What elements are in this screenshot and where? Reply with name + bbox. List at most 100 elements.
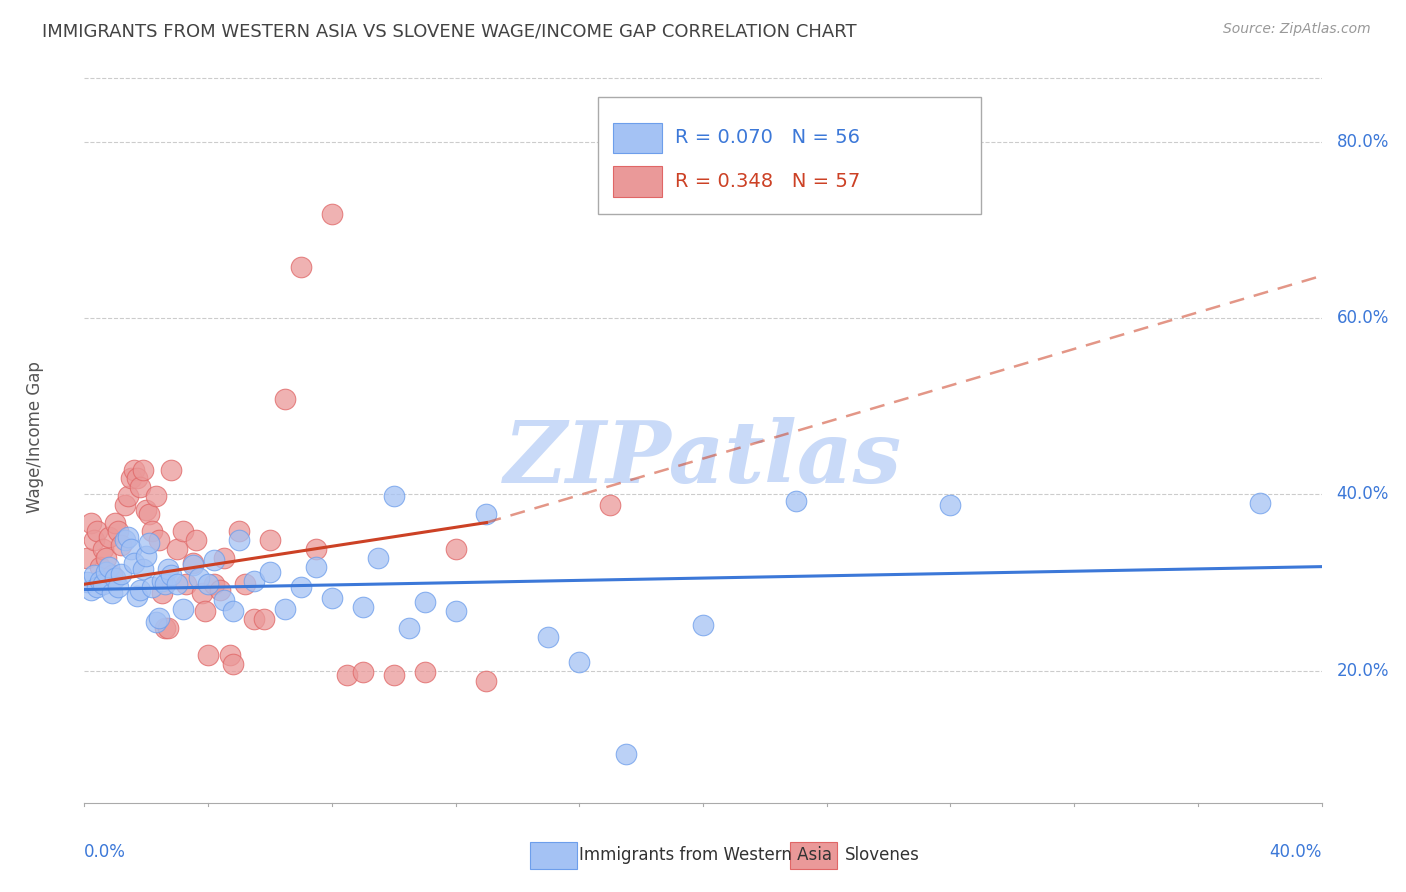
Point — [444, 604, 467, 618]
Point — [156, 621, 179, 635]
Point — [187, 571, 209, 585]
Point — [76, 550, 98, 565]
FancyBboxPatch shape — [598, 97, 981, 214]
Point — [475, 674, 498, 689]
Point — [138, 536, 160, 550]
Point — [176, 577, 198, 591]
Point — [194, 604, 217, 618]
Point — [202, 577, 225, 591]
Point — [125, 471, 148, 485]
Point — [599, 498, 621, 512]
Point — [153, 577, 176, 591]
Point — [101, 586, 124, 600]
Point — [212, 593, 235, 607]
Point — [83, 568, 105, 582]
Point — [101, 568, 124, 582]
Point — [692, 617, 714, 632]
Point — [86, 524, 108, 539]
Point — [305, 541, 328, 556]
Text: ZIPatlas: ZIPatlas — [503, 417, 903, 500]
Point — [120, 471, 142, 485]
Text: 40.0%: 40.0% — [1337, 485, 1389, 503]
Text: R = 0.070   N = 56: R = 0.070 N = 56 — [675, 128, 859, 146]
Point — [114, 533, 136, 548]
Point — [79, 582, 101, 597]
Point — [120, 541, 142, 556]
Point — [352, 665, 374, 680]
Point — [382, 668, 405, 682]
Point — [181, 556, 204, 570]
Point — [1249, 496, 1271, 510]
Point — [274, 392, 297, 407]
Point — [138, 507, 160, 521]
Point — [321, 207, 343, 221]
Point — [156, 562, 179, 576]
Point — [150, 586, 173, 600]
Point — [107, 580, 129, 594]
Point — [336, 668, 359, 682]
Point — [91, 541, 114, 556]
Point — [94, 550, 117, 565]
Point — [444, 541, 467, 556]
Point — [148, 611, 170, 625]
Point — [148, 533, 170, 548]
Text: 60.0%: 60.0% — [1337, 310, 1389, 327]
Point — [191, 586, 214, 600]
Point — [110, 539, 132, 553]
Point — [259, 565, 281, 579]
Point — [398, 621, 420, 635]
Point — [122, 556, 145, 570]
Point — [352, 600, 374, 615]
Point — [233, 577, 256, 591]
Point — [104, 516, 127, 530]
Point — [129, 480, 152, 494]
Point — [83, 533, 105, 548]
Text: 40.0%: 40.0% — [1270, 843, 1322, 861]
Point — [132, 562, 155, 576]
Point — [91, 577, 114, 591]
Point — [172, 524, 194, 539]
Text: 20.0%: 20.0% — [1337, 662, 1389, 680]
Point — [110, 566, 132, 581]
Point — [122, 463, 145, 477]
Point — [129, 582, 152, 597]
Point — [537, 630, 560, 644]
FancyBboxPatch shape — [790, 842, 837, 869]
Point — [125, 589, 148, 603]
Point — [253, 613, 276, 627]
Point — [76, 575, 98, 590]
Point — [259, 533, 281, 548]
Point — [228, 533, 250, 548]
Point — [181, 558, 204, 572]
Point — [132, 463, 155, 477]
Point — [98, 530, 121, 544]
Point — [117, 530, 139, 544]
Point — [153, 621, 176, 635]
Point — [117, 489, 139, 503]
Point — [785, 494, 807, 508]
Point — [104, 571, 127, 585]
Point — [94, 565, 117, 579]
Point — [160, 463, 183, 477]
FancyBboxPatch shape — [530, 842, 576, 869]
Point — [218, 648, 240, 662]
Point — [274, 602, 297, 616]
Point — [135, 503, 157, 517]
Point — [413, 665, 436, 680]
Point — [413, 595, 436, 609]
Text: 80.0%: 80.0% — [1337, 133, 1389, 151]
Point — [568, 655, 591, 669]
Point — [141, 524, 163, 539]
Point — [939, 498, 962, 512]
Point — [145, 615, 167, 629]
Point — [145, 489, 167, 503]
Point — [475, 507, 498, 521]
FancyBboxPatch shape — [613, 167, 662, 197]
Point — [172, 602, 194, 616]
Point — [160, 568, 183, 582]
Point — [228, 524, 250, 539]
Point — [114, 498, 136, 512]
Text: R = 0.348   N = 57: R = 0.348 N = 57 — [675, 171, 860, 191]
Point — [222, 657, 245, 671]
Point — [141, 580, 163, 594]
